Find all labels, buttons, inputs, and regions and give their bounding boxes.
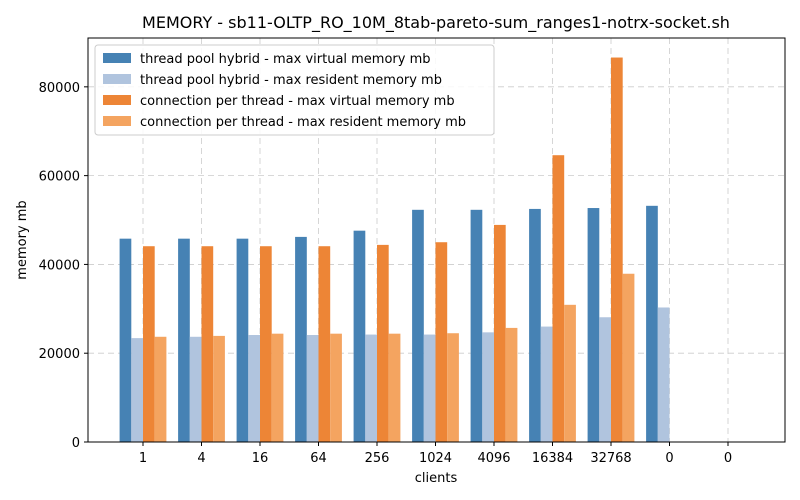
x-tick-label: 16384 (532, 451, 573, 466)
bar (353, 230, 366, 442)
bar (435, 242, 448, 442)
bar (178, 238, 190, 442)
x-tick-label: 4 (197, 451, 205, 466)
bar (447, 333, 459, 442)
y-tick-label: 40000 (39, 258, 80, 273)
bar (540, 326, 553, 442)
bar (143, 246, 155, 442)
bar (295, 236, 307, 442)
legend-label: thread pool hybrid - max resident memory… (140, 73, 442, 88)
chart-title: MEMORY - sb11-OLTP_RO_10M_8tab-pareto-su… (142, 13, 730, 33)
x-tick-label: 1024 (419, 451, 452, 466)
bar (248, 335, 260, 442)
bar (388, 333, 401, 442)
bar (611, 57, 623, 443)
bar (657, 307, 670, 442)
y-tick-label: 80000 (39, 81, 80, 96)
bar (365, 334, 377, 442)
legend: thread pool hybrid - max virtual memory … (94, 44, 495, 136)
legend-swatch (103, 53, 131, 63)
bar (412, 209, 424, 442)
x-tick-label: 0 (665, 451, 673, 466)
bar (377, 244, 389, 442)
y-axis-title: memory mb (15, 200, 30, 279)
legend-swatch (103, 95, 131, 105)
bar (189, 336, 202, 442)
y-tick-label: 0 (72, 436, 80, 451)
bar (306, 335, 319, 442)
x-tick-label: 64 (310, 451, 327, 466)
bar (552, 155, 565, 442)
bar (470, 209, 483, 442)
bar (154, 336, 167, 442)
bar (213, 335, 225, 442)
bar (646, 205, 658, 442)
x-tick-label: 1 (139, 451, 147, 466)
legend-label: connection per thread - max resident mem… (140, 115, 466, 130)
bar (587, 208, 600, 442)
y-tick-label: 20000 (39, 347, 80, 362)
bars (119, 57, 670, 443)
legend-swatch (103, 74, 131, 84)
bar (131, 338, 143, 442)
bar (505, 327, 518, 442)
bar (599, 317, 611, 442)
legend-label: connection per thread - max virtual memo… (140, 94, 455, 109)
bar (564, 304, 576, 442)
bar (260, 246, 272, 442)
bar (529, 208, 541, 442)
x-tick-label: 256 (365, 451, 390, 466)
x-axis-title: clients (415, 471, 458, 486)
bar (622, 273, 635, 442)
bar (482, 332, 494, 442)
x-tick-label: 4096 (477, 451, 510, 466)
legend-box (94, 44, 495, 136)
x-tick-label: 16 (252, 451, 269, 466)
bar (318, 246, 331, 442)
y-tick-label: 60000 (39, 170, 80, 185)
legend-label: thread pool hybrid - max virtual memory … (140, 52, 431, 67)
bar (271, 333, 284, 442)
bar (423, 334, 436, 442)
bar (330, 333, 342, 442)
bar (201, 246, 214, 442)
x-tick-label: 32768 (590, 451, 631, 466)
bar (236, 238, 249, 442)
axes: 0 20000 40000 60000 80000 1 4 16 64 256 1024 4096 16… (39, 37, 786, 466)
bar (494, 224, 506, 442)
legend-swatch (103, 116, 131, 126)
plot-border (87, 37, 786, 443)
bar (119, 238, 132, 442)
x-tick-label: 0 (724, 451, 732, 466)
